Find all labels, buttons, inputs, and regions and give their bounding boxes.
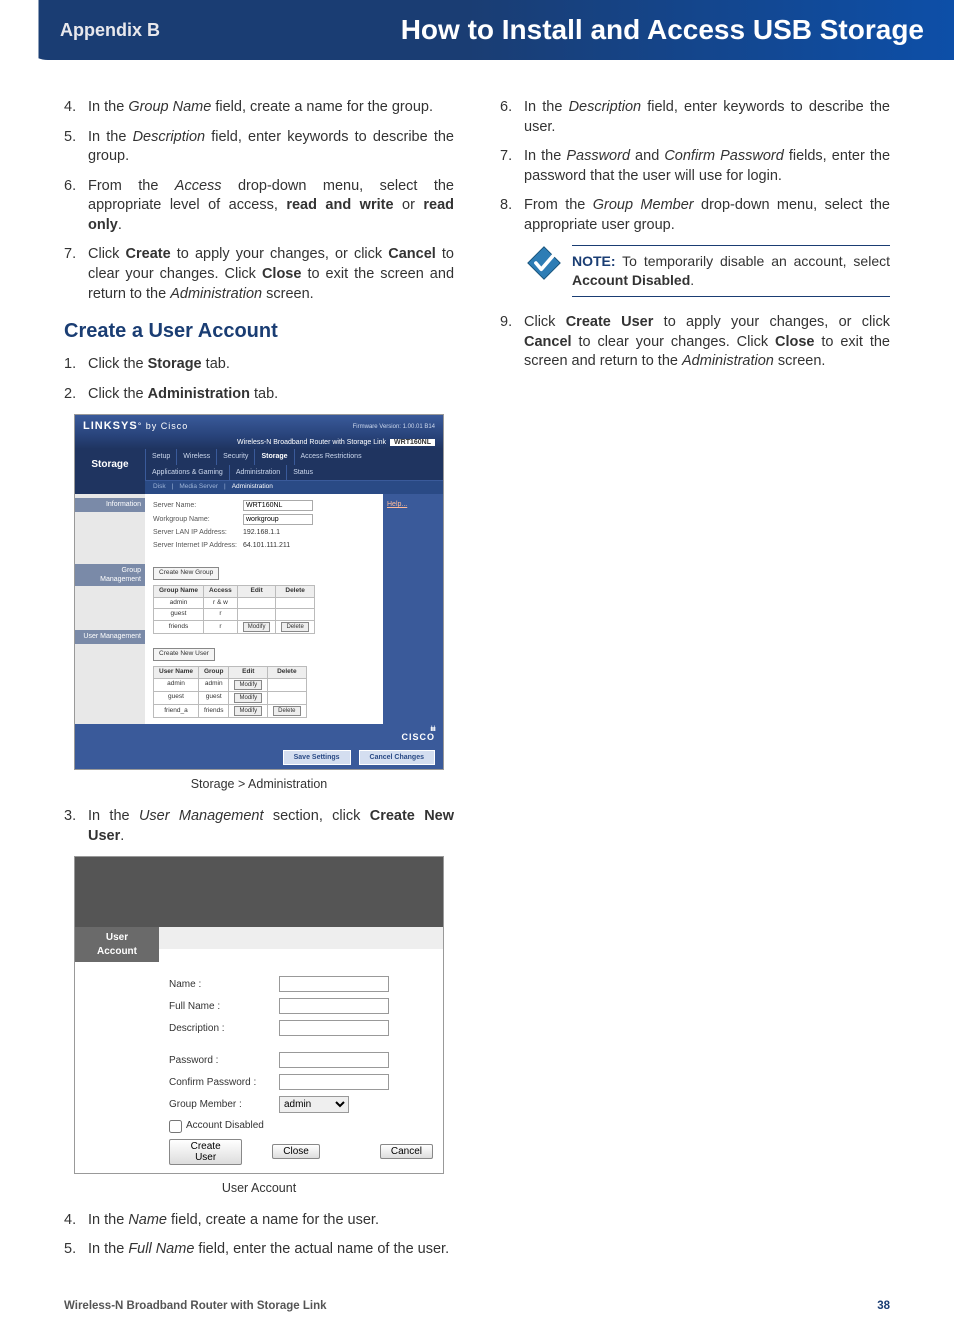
help-strip: Help...	[383, 494, 443, 724]
nav-tab[interactable]: Applications & Gaming	[145, 465, 229, 480]
close-dialog-button[interactable]: Close	[272, 1144, 320, 1159]
cisco-logo: ılıılı CISCO	[75, 724, 443, 746]
step-item: 8.From the Group Member drop-down menu, …	[500, 196, 890, 235]
main-panel: Server Name:Workgroup Name:Server LAN IP…	[145, 494, 383, 724]
caption-2: User Account	[64, 1180, 454, 1197]
nav-section-label: Storage	[75, 449, 145, 480]
steps-group-1: 4.In the Group Name field, create a name…	[64, 98, 454, 304]
account-disabled-checkbox[interactable]	[169, 1120, 182, 1133]
form-field: Confirm Password :	[169, 1074, 433, 1090]
create-group-button[interactable]: Create New Group	[153, 567, 219, 580]
footer-page-number: 38	[877, 1300, 890, 1312]
side-user-mgmt: User Management	[75, 630, 145, 643]
nav-tab[interactable]: Setup	[145, 449, 176, 464]
group-member-select[interactable]: admin	[279, 1096, 349, 1113]
side-labels: Information Group Management User Manage…	[75, 494, 145, 724]
page-title: How to Install and Access USB Storage	[401, 14, 924, 46]
content-columns: 4.In the Group Name field, create a name…	[0, 98, 954, 1270]
text-input[interactable]	[279, 1052, 389, 1068]
step-item: 7.Click Create to apply your changes, or…	[64, 245, 454, 304]
bottom-buttons: Save Settings Cancel Changes	[75, 746, 443, 769]
group-member-field: Group Member : admin	[169, 1096, 433, 1113]
text-input[interactable]	[279, 1074, 389, 1090]
linksys-logo: LINKSYS° by Cisco	[83, 419, 188, 434]
note-check-icon	[526, 245, 562, 281]
page-header: Appendix B How to Install and Access USB…	[20, 0, 954, 60]
step-item: 5.In the Full Name field, enter the actu…	[64, 1240, 454, 1260]
step-item: 6.In the Description field, enter keywor…	[500, 98, 890, 137]
note-box: NOTE: To temporarily disable an account,…	[526, 245, 890, 297]
caption-1: Storage > Administration	[64, 776, 454, 793]
side-group-mgmt: Group Management	[75, 564, 145, 587]
steps-group-3: 3.In the User Management section, click …	[64, 807, 454, 846]
firmware-version: Firmware Version: 1.00.01 B14	[353, 423, 435, 431]
step-item: 4.In the Name field, create a name for t…	[64, 1211, 454, 1231]
nav-tab[interactable]: Storage	[254, 449, 293, 464]
nav-tab[interactable]: Administration	[229, 465, 286, 480]
note-text: NOTE: To temporarily disable an account,…	[572, 245, 890, 297]
form-field: Full Name :	[169, 998, 433, 1014]
step-item: 1.Click the Storage tab.	[64, 355, 454, 375]
steps-group-4: 4.In the Name field, create a name for t…	[64, 1211, 454, 1260]
cancel-dialog-button[interactable]: Cancel	[380, 1144, 433, 1159]
right-steps-2: 9.Click Create User to apply your change…	[500, 313, 890, 372]
create-user-button[interactable]: Create New User	[153, 648, 215, 661]
user-table: User NameGroupEditDeleteadminadminModify…	[153, 666, 307, 718]
screenshot-admin: LINKSYS° by Cisco Firmware Version: 1.00…	[74, 414, 444, 770]
step-item: 2.Click the Administration tab.	[64, 385, 454, 405]
step-item: 9.Click Create User to apply your change…	[500, 313, 890, 372]
text-input[interactable]	[279, 998, 389, 1014]
nav-tabs[interactable]: SetupWirelessSecurityStorageAccess Restr…	[145, 449, 443, 480]
form-field: Description :	[169, 1020, 433, 1036]
right-column: 6.In the Description field, enter keywor…	[500, 98, 890, 1270]
left-column: 4.In the Group Name field, create a name…	[64, 98, 454, 1270]
save-settings-button[interactable]: Save Settings	[283, 750, 351, 765]
footer-product: Wireless-N Broadband Router with Storage…	[64, 1300, 327, 1312]
form-field: Password :	[169, 1052, 433, 1068]
create-user-dialog-button[interactable]: Create User	[169, 1139, 242, 1165]
step-item: 6.From the Access drop-down menu, select…	[64, 177, 454, 236]
text-input[interactable]	[279, 1020, 389, 1036]
user-account-tab: User Account	[75, 927, 159, 962]
section-heading: Create a User Account	[64, 318, 454, 345]
step-item: 3.In the User Management section, click …	[64, 807, 454, 846]
page-footer: Wireless-N Broadband Router with Storage…	[0, 1270, 954, 1332]
main-nav: Storage SetupWirelessSecurityStorageAcce…	[75, 449, 443, 480]
model-row: Wireless-N Broadband Router with Storage…	[75, 436, 443, 449]
nav-tab[interactable]: Wireless	[176, 449, 216, 464]
step-item: 4.In the Group Name field, create a name…	[64, 98, 454, 118]
group-table: Group NameAccessEditDeleteadminr & wgues…	[153, 585, 315, 634]
account-disabled-row: Account Disabled	[169, 1119, 433, 1133]
nav-tab[interactable]: Status	[286, 465, 319, 480]
right-steps-1: 6.In the Description field, enter keywor…	[500, 98, 890, 235]
step-item: 5.In the Description field, enter keywor…	[64, 128, 454, 167]
screenshot-user-account: User Account Name : Full Name : Descriptio…	[74, 856, 444, 1174]
form-field: Name :	[169, 976, 433, 992]
nav-tab[interactable]: Access Restrictions	[294, 449, 368, 464]
nav-tab[interactable]: Security	[216, 449, 254, 464]
cancel-changes-button[interactable]: Cancel Changes	[359, 750, 435, 765]
text-input[interactable]	[279, 976, 389, 992]
help-link[interactable]: Help...	[383, 494, 443, 515]
sub-tabs[interactable]: Disk|Media Server|Administration	[145, 480, 443, 494]
appendix-label: Appendix B	[60, 20, 160, 41]
side-information: Information	[75, 498, 145, 511]
step-item: 7.In the Password and Confirm Password f…	[500, 147, 890, 186]
steps-group-2: 1.Click the Storage tab. 2.Click the Admi…	[64, 355, 454, 404]
